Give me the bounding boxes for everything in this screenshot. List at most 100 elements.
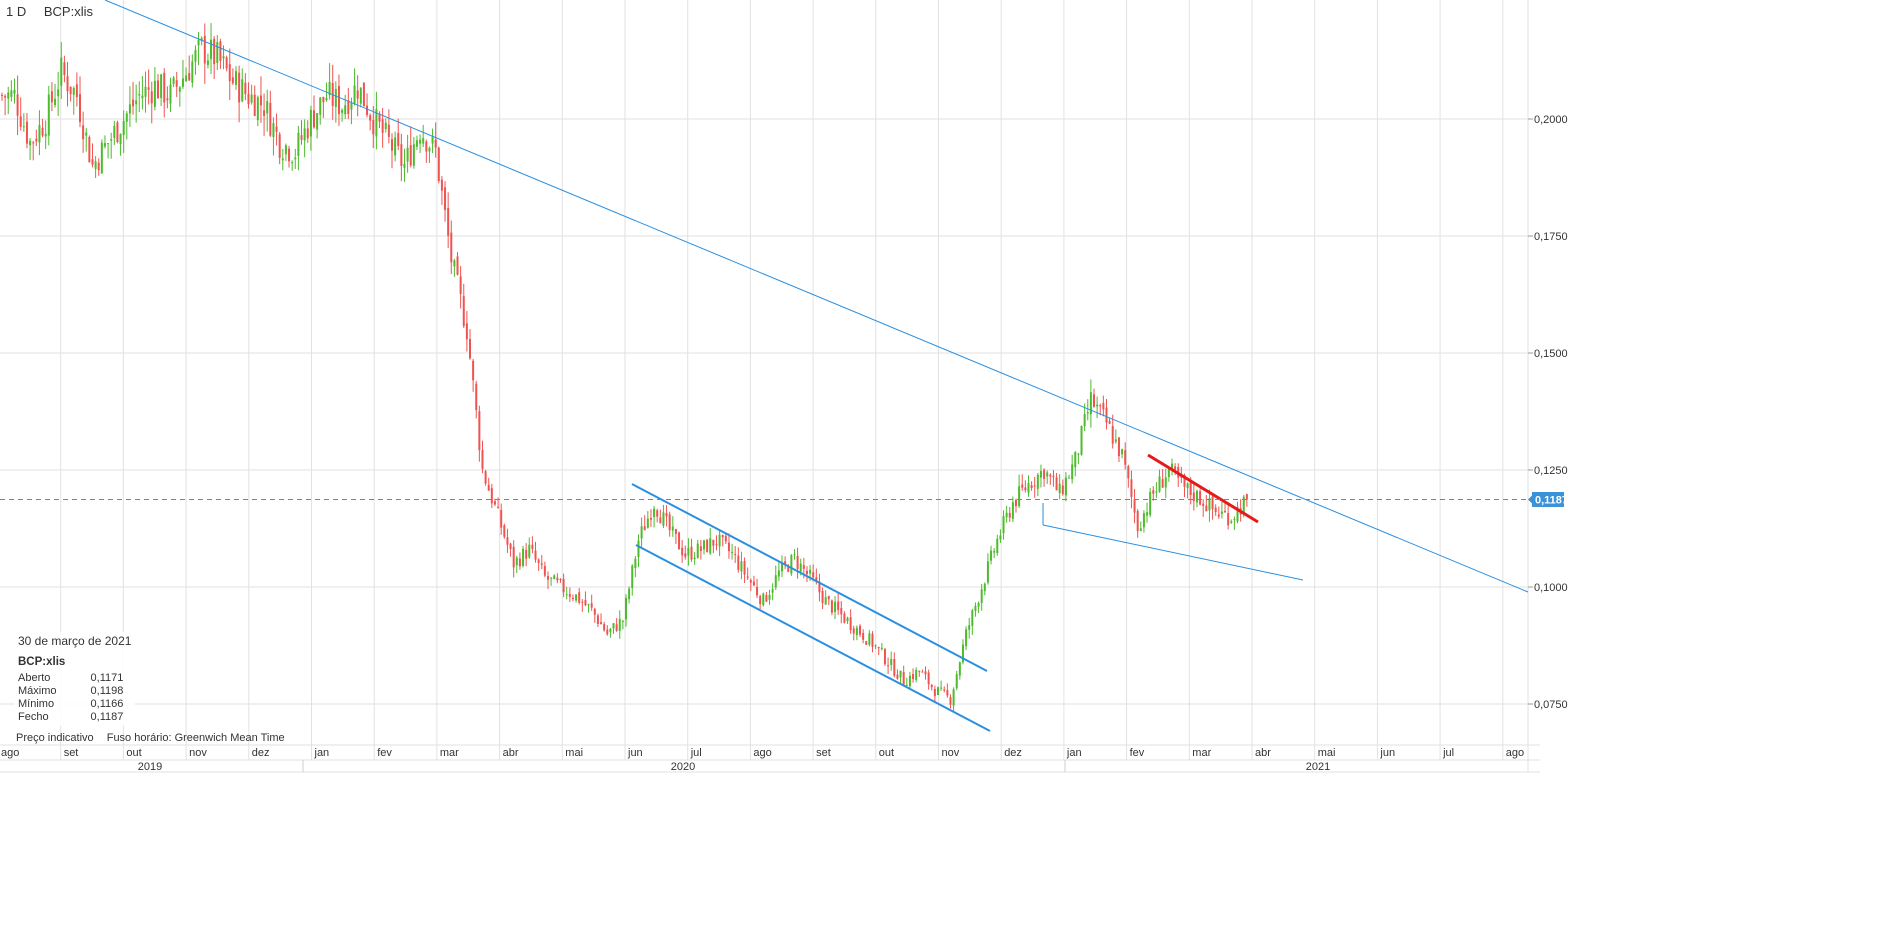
- candle: [1202, 499, 1205, 517]
- candle: [269, 90, 272, 137]
- interval-label[interactable]: 1 D: [6, 4, 27, 19]
- candle-body: [1146, 512, 1149, 516]
- candle-body: [731, 551, 734, 553]
- candle-body: [1039, 471, 1042, 478]
- candle-body: [868, 633, 871, 645]
- candle-body: [968, 625, 971, 630]
- x-tick-label: jul: [690, 747, 702, 759]
- candle: [977, 601, 980, 614]
- candle: [412, 137, 415, 169]
- candle-body: [890, 658, 893, 666]
- candle: [930, 684, 933, 691]
- info-symbol: BCP:xlis: [18, 656, 66, 668]
- candle-body: [971, 610, 974, 626]
- candle: [253, 85, 256, 117]
- candle-body: [830, 600, 833, 613]
- candle-body: [578, 592, 581, 603]
- drawings: [104, 0, 1529, 732]
- candle-body: [1064, 477, 1067, 496]
- candle-body: [219, 41, 222, 61]
- wedge-lower-line[interactable]: [1042, 524, 1304, 581]
- candle: [216, 35, 219, 70]
- candle-body: [35, 138, 38, 142]
- candle-body: [946, 690, 949, 696]
- candle: [100, 139, 103, 174]
- candle-body: [94, 161, 97, 169]
- candle: [649, 509, 652, 527]
- candle: [868, 630, 871, 647]
- candle-body: [774, 575, 777, 588]
- candle-body: [908, 675, 911, 687]
- candle: [1024, 480, 1027, 493]
- candle: [384, 118, 387, 133]
- candle-body: [1208, 498, 1211, 511]
- x-axis[interactable]: ago set out nov dez jan fev mar abr mai jun jul ago s…: [1, 747, 1524, 773]
- candle-body: [690, 546, 693, 560]
- candle: [381, 107, 384, 148]
- candle-body: [44, 133, 47, 137]
- x-year-label: 2021: [1306, 761, 1330, 773]
- candle: [625, 594, 627, 627]
- candle: [25, 112, 28, 149]
- candle-body: [144, 86, 147, 97]
- candle-body: [344, 105, 347, 115]
- candle-body: [777, 570, 780, 577]
- candle-body: [225, 57, 228, 69]
- candle: [487, 477, 490, 491]
- candle-body: [116, 122, 119, 143]
- candle: [771, 583, 774, 601]
- candle: [403, 148, 406, 182]
- candle-body: [740, 561, 743, 572]
- candle: [718, 529, 721, 557]
- candle-body: [1121, 449, 1124, 455]
- candle-body: [768, 594, 771, 600]
- candle: [581, 599, 584, 612]
- candle: [859, 624, 861, 638]
- candle: [1155, 482, 1158, 499]
- red-trendline[interactable]: [1147, 453, 1259, 524]
- candle: [896, 669, 899, 680]
- x-tick-label: jul: [1442, 747, 1454, 759]
- candle-body: [341, 110, 344, 113]
- channel-upper-line[interactable]: [631, 483, 988, 672]
- long-downtrend-line[interactable]: [104, 0, 1529, 593]
- candle-body: [481, 449, 484, 469]
- candle-body: [534, 550, 537, 560]
- candle: [175, 71, 178, 98]
- candle: [781, 555, 783, 578]
- candle-body: [565, 594, 568, 596]
- x-tick-label: mar: [440, 747, 459, 759]
- candle-body: [475, 383, 478, 411]
- candle: [883, 647, 886, 666]
- candle-body: [1224, 510, 1227, 513]
- candle-body: [328, 81, 331, 95]
- candle: [16, 75, 19, 136]
- candle-body: [737, 555, 740, 570]
- candle: [678, 531, 681, 550]
- channel-lower-line[interactable]: [635, 544, 991, 732]
- candle: [50, 82, 53, 112]
- symbol-label[interactable]: BCP:xlis: [43, 4, 93, 19]
- candle-body: [319, 97, 322, 115]
- candle-body: [157, 80, 159, 99]
- candle-body: [166, 98, 169, 101]
- candle-body: [1055, 477, 1058, 491]
- candle: [10, 80, 13, 102]
- candle: [1124, 442, 1127, 470]
- candle: [706, 538, 709, 553]
- candle-body: [659, 517, 662, 524]
- candle-body: [625, 597, 627, 620]
- y-tick-label: 0,1250: [1534, 465, 1568, 477]
- candle: [440, 176, 443, 205]
- candle: [132, 81, 135, 115]
- candle: [790, 554, 793, 576]
- ohlc-row-high: Máximo 0,1198: [18, 685, 123, 698]
- candle: [890, 651, 893, 671]
- candle: [1068, 474, 1071, 479]
- candle: [138, 81, 141, 113]
- candle: [113, 120, 116, 145]
- candle-body: [469, 339, 471, 359]
- candle: [1052, 470, 1055, 487]
- candle: [927, 669, 930, 690]
